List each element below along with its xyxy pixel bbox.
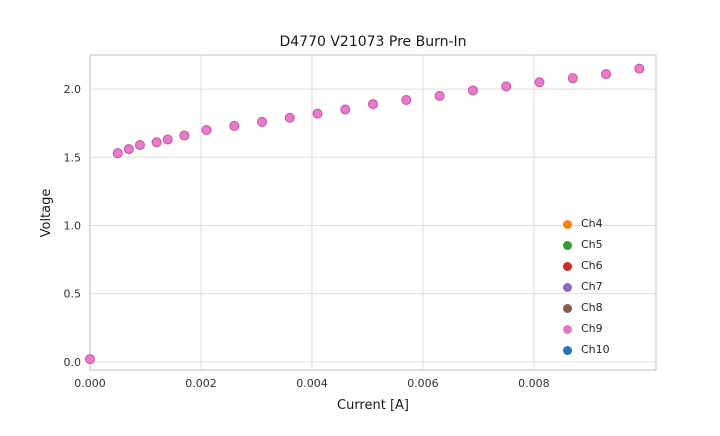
legend-label: Ch10 [581,343,610,356]
y-axis-label: Voltage [39,189,54,238]
data-point [284,112,295,123]
legend-marker-icon [563,261,572,271]
data-point [123,144,134,155]
legend-label: Ch9 [581,322,603,335]
data-point [151,137,162,148]
x-tick-label: 0.004 [296,377,328,390]
legend-item: Ch6 [563,258,610,274]
data-point [567,73,578,84]
y-tick-label: 0.5 [64,288,82,301]
tick-labels: 0.000 0.002 0.004 0.006 0.008 0.0 0.5 1.0 1.5 2.0 [64,83,550,390]
scatter-points [85,63,645,365]
legend-label: Ch4 [581,217,603,230]
legend-label: Ch5 [581,238,603,251]
x-axis-label: Current [A] [337,398,409,413]
x-tick-label: 0.006 [407,377,439,390]
legend-label: Ch8 [581,301,603,314]
legend-item: Ch7 [563,279,610,295]
legend-marker-icon [563,219,572,229]
data-point [368,99,378,110]
legend-item: Ch8 [563,300,610,316]
data-point [162,134,173,145]
data-point [534,77,545,88]
legend-label: Ch6 [581,259,603,272]
legend: Ch4 Ch5 Ch6 Ch7 Ch8 Ch9 Ch10 [563,216,610,358]
data-point [112,148,123,159]
data-point [501,81,512,92]
legend-marker-icon [563,345,572,355]
data-point [340,104,351,115]
data-point [179,130,190,141]
data-point [85,354,95,365]
data-point [201,125,212,135]
legend-marker-icon [563,303,572,313]
grid-lines [89,55,656,370]
chart-title: D4770 V21073 Pre Burn-In [279,34,466,50]
legend-marker-icon [563,324,572,334]
data-point [634,63,645,74]
data-point [401,95,412,105]
data-point [312,108,323,119]
y-tick-label: 1.5 [64,151,82,164]
x-tick-label: 0.000 [74,377,106,390]
legend-item: Ch9 [563,321,610,337]
legend-item: Ch5 [563,237,610,253]
data-point [467,85,478,96]
x-tick-label: 0.002 [185,377,217,390]
y-tick-label: 0.0 [64,356,82,369]
legend-marker-icon [563,282,572,292]
legend-item: Ch4 [563,216,610,232]
data-point [257,116,268,127]
y-tick-label: 1.0 [64,219,82,232]
legend-item: Ch10 [563,342,610,358]
data-point [229,120,240,131]
data-point [134,140,145,150]
legend-label: Ch7 [581,280,603,293]
x-tick-label: 0.008 [518,377,550,390]
data-point [434,90,445,101]
y-tick-label: 2.0 [64,83,82,96]
plot-border [89,54,657,371]
data-point [601,69,612,80]
legend-marker-icon [563,240,572,250]
